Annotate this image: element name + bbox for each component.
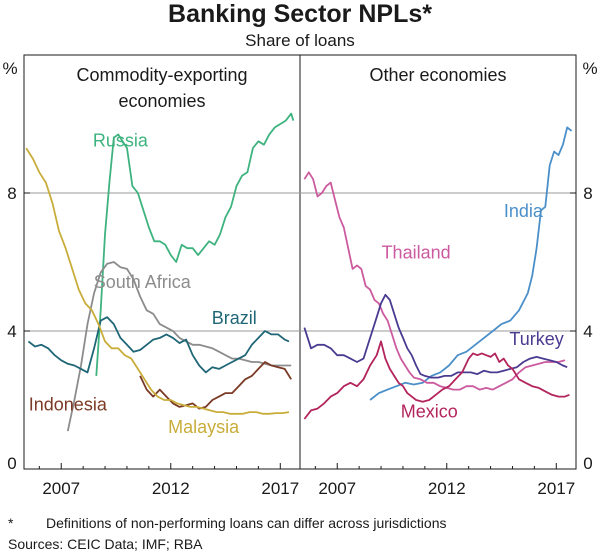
x-tick-label-2012-panel-2: 2012 <box>428 479 466 498</box>
footnote-marker: * <box>8 515 14 531</box>
y-tick-label-right-4: 4 <box>583 322 592 341</box>
x-tick-label-2012-panel-1: 2012 <box>152 479 190 498</box>
series-line-brazil <box>27 316 290 374</box>
series-label-brazil: Brazil <box>212 308 257 328</box>
x-tick-label-2007-panel-1: 2007 <box>42 479 80 498</box>
series-label-south-africa: South Africa <box>94 272 192 292</box>
panel-title-line-2-panel-1: economies <box>118 91 205 111</box>
y-tick-label-right-8: 8 <box>583 184 592 203</box>
series-line-india <box>369 126 573 401</box>
y-tick-label-left-4: 4 <box>7 322 16 341</box>
series-label-indonesia: Indonesia <box>29 394 108 414</box>
panel-title-line-1-panel-2: Other economies <box>369 65 506 85</box>
series-label-thailand: Thailand <box>382 243 451 263</box>
series-line-south-africa <box>66 261 292 432</box>
series-line-mexico <box>303 340 570 420</box>
y-tick-label-left-0: 0 <box>7 454 16 473</box>
x-tick-label-2017-panel-1: 2017 <box>261 479 299 498</box>
chart-title: Banking Sector NPLs* <box>168 0 432 28</box>
series-label-mexico: Mexico <box>401 401 458 421</box>
series-line-russia <box>95 112 295 376</box>
footnote: * Definitions of non-performing loans can… <box>8 514 598 532</box>
series-label-russia: Russia <box>93 130 149 150</box>
series-line-turkey <box>303 293 568 379</box>
series-line-malaysia <box>25 147 290 415</box>
series-label-india: India <box>504 201 544 221</box>
y-tick-label-right-0: 0 <box>583 454 592 473</box>
series-label-malaysia: Malaysia <box>168 417 240 437</box>
series-line-indonesia <box>139 361 292 410</box>
footnote-text: Definitions of non-performing loans can … <box>46 515 447 531</box>
chart-subtitle: Share of loans <box>245 31 355 50</box>
panel-title-line-1-panel-1: Commodity-exporting <box>76 65 247 85</box>
series-line-thailand <box>303 171 566 391</box>
y-unit-left: % <box>2 59 17 78</box>
x-tick-label-2017-panel-2: 2017 <box>537 479 575 498</box>
y-unit-right: % <box>582 59 597 78</box>
sources-note: Sources: CEIC Data; IMF; RBA <box>8 536 203 552</box>
series-label-turkey: Turkey <box>509 329 563 349</box>
y-tick-label-left-8: 8 <box>7 184 16 203</box>
x-tick-label-2007-panel-2: 2007 <box>318 479 356 498</box>
